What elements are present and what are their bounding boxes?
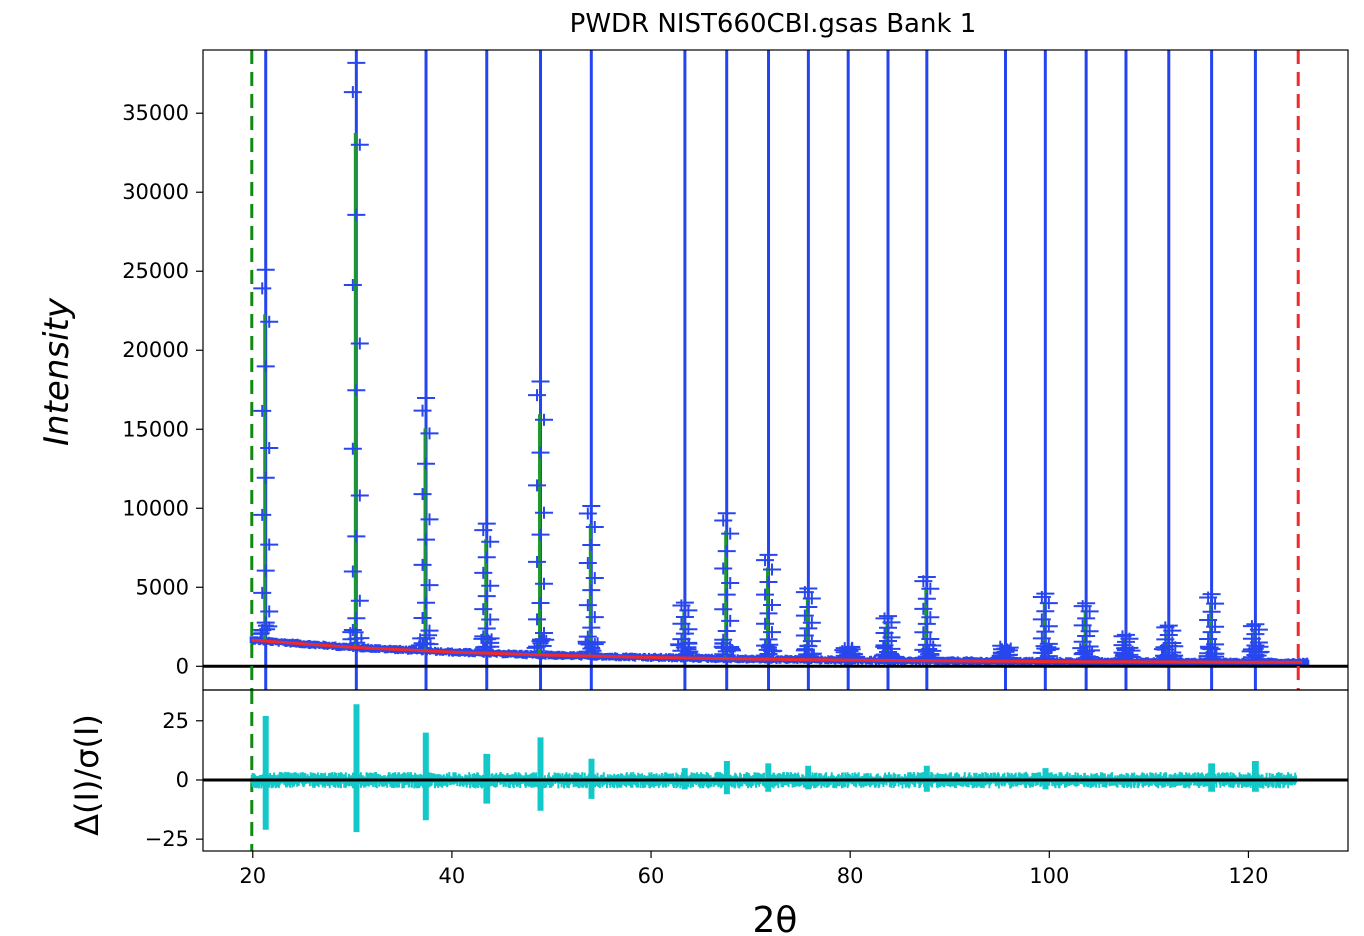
x-tick-label: 40 bbox=[439, 864, 466, 888]
peak bbox=[577, 499, 606, 658]
main-y-tick-label: 10000 bbox=[122, 496, 189, 520]
main-y-tick-label: 25000 bbox=[122, 259, 189, 283]
peak bbox=[756, 548, 783, 663]
main-y-tick-label: 5000 bbox=[136, 575, 189, 599]
x-tick-label: 80 bbox=[837, 864, 864, 888]
difference-plot-panel: −25 0 25 20 40 60 80 100 120 bbox=[145, 689, 1349, 888]
peak bbox=[473, 517, 500, 656]
peak bbox=[670, 596, 699, 663]
main-plot-panel: 0 5000 10000 15000 20000 25000 30000 35000 bbox=[122, 49, 1349, 691]
peak bbox=[1032, 587, 1060, 666]
peak bbox=[252, 263, 279, 642]
peak bbox=[1153, 619, 1184, 667]
x-axis-label: 2θ bbox=[753, 900, 798, 936]
diff-y-tick-label: 25 bbox=[162, 709, 189, 733]
peak bbox=[1072, 597, 1101, 666]
main-y-tick-label: 0 bbox=[176, 654, 189, 678]
peak bbox=[342, 56, 370, 648]
chart-title: PWDR NIST660CBI.gsas Bank 1 bbox=[570, 9, 977, 39]
main-y-tick-label: 35000 bbox=[122, 101, 189, 125]
x-tick-label: 100 bbox=[1029, 864, 1069, 888]
main-y-tick-label: 20000 bbox=[122, 338, 189, 362]
x-tick-label: 120 bbox=[1228, 864, 1268, 888]
x-tick-label: 20 bbox=[239, 864, 266, 888]
background-curve bbox=[251, 638, 1303, 664]
main-y-tick-label: 30000 bbox=[122, 180, 189, 204]
diff-y-tick-label: 0 bbox=[176, 768, 189, 792]
peak bbox=[526, 375, 555, 655]
peak bbox=[914, 570, 942, 665]
diff-y-tick-label: −25 bbox=[145, 827, 189, 851]
difference-plot-frame bbox=[202, 689, 1349, 852]
peak bbox=[795, 582, 822, 664]
main-y-tick-label: 15000 bbox=[122, 417, 189, 441]
main-y-axis-label: Intensity bbox=[37, 297, 77, 446]
peak bbox=[713, 507, 742, 661]
main-plot-frame bbox=[202, 49, 1349, 691]
peak bbox=[411, 392, 439, 651]
difference-y-axis-label: Δ(I)/σ(I) bbox=[68, 714, 106, 836]
peak bbox=[1198, 588, 1225, 667]
x-tick-label: 60 bbox=[638, 864, 665, 888]
difference-curve bbox=[250, 704, 1297, 833]
